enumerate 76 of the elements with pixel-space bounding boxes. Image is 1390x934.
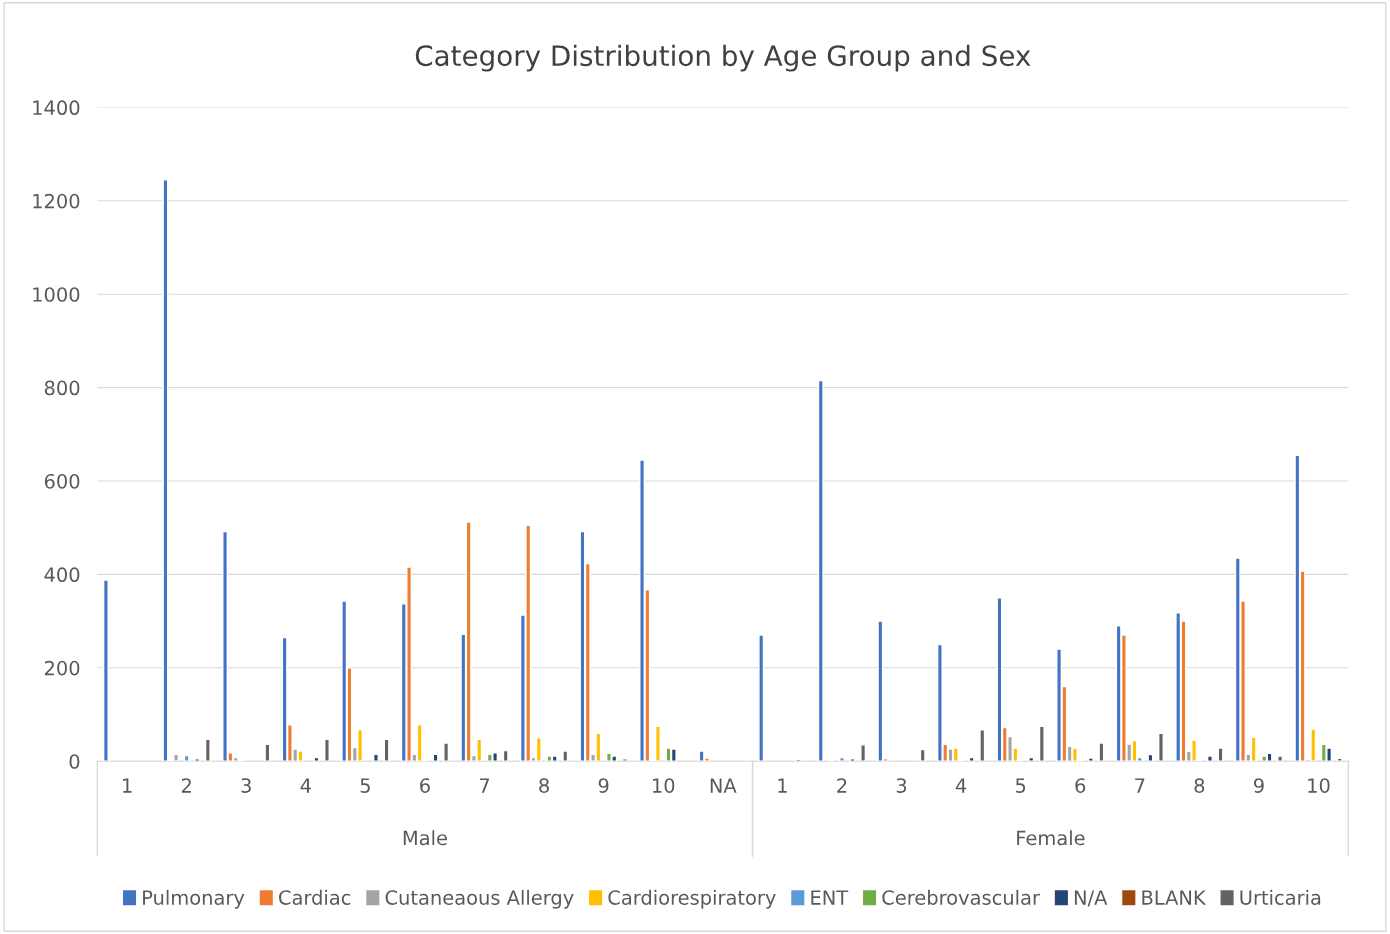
bar (313, 756, 320, 762)
legend-label: Urticaria (1240, 889, 1321, 905)
bar (535, 737, 542, 762)
x-tick-label: 8 (539, 778, 549, 793)
bar (264, 743, 271, 762)
bar (919, 748, 926, 762)
bar (373, 753, 379, 762)
bar (502, 749, 509, 762)
x-tick-label: 6 (420, 778, 430, 793)
x-tick-label: 2 (837, 778, 847, 793)
y-tick-label: 1000 (33, 287, 80, 302)
x-tick-label: 3 (241, 778, 251, 793)
chart-title: Category Distribution by Age Group and Sex (415, 44, 1031, 72)
bar (102, 579, 109, 762)
bar (1261, 755, 1268, 762)
x-tick-label: 3 (896, 778, 907, 793)
bar (443, 742, 450, 762)
legend-label: Cardiorespiratory (608, 889, 776, 909)
bar (1175, 612, 1182, 762)
legend-label: Cerebrovascular (882, 889, 1040, 905)
legend-label: N/A (1074, 890, 1108, 907)
bar (1147, 753, 1154, 762)
y-tick-label: 1200 (33, 193, 80, 209)
bar (324, 738, 330, 762)
bar (341, 600, 348, 762)
x-tick-label: 5 (360, 778, 370, 793)
bar (654, 725, 661, 762)
bar (1038, 725, 1045, 762)
x-tick-label: 7 (479, 778, 490, 793)
bar (194, 758, 201, 762)
x-tick-label: 6 (1075, 778, 1086, 793)
text: Male (403, 830, 447, 846)
x-tick-label: 9 (1253, 778, 1264, 793)
bar (860, 744, 867, 762)
bar (670, 748, 677, 762)
bar (1277, 755, 1284, 762)
bar (817, 379, 824, 762)
legend-label: Cardiac (279, 889, 351, 905)
x-tick-label: 5 (1015, 778, 1026, 793)
bar (183, 754, 190, 762)
bar (204, 738, 211, 762)
x-tick-label: 4 (300, 778, 311, 793)
bar (1158, 732, 1164, 762)
y-tick-label: 800 (44, 380, 80, 396)
bar (838, 756, 845, 762)
bar (1207, 755, 1213, 762)
bar (849, 758, 856, 762)
y-tick-label: 600 (44, 473, 80, 489)
x-tick-label: 9 (598, 778, 609, 793)
legend-label: ENT (811, 890, 849, 905)
x-tick-label: 1 (123, 778, 132, 793)
bar (1098, 742, 1105, 762)
bar (1028, 756, 1035, 762)
bar (621, 758, 628, 762)
bar (968, 756, 975, 762)
bar (562, 750, 569, 762)
y-tick-label: 1400 (33, 100, 80, 116)
x-tick-label: 2 (181, 778, 191, 793)
legend-label: BLANK (1142, 890, 1207, 905)
bar (979, 729, 986, 762)
y-tick-label: 400 (44, 567, 80, 583)
x-tick-label: NA (710, 778, 737, 793)
bar (1087, 757, 1094, 762)
x-tick-label: 1 (778, 778, 787, 793)
legend-label: Pulmonary (143, 889, 245, 909)
text: Female (1017, 830, 1085, 846)
x-tick-label: 10 (652, 778, 675, 793)
bar (1336, 757, 1343, 762)
x-tick-label: 8 (1194, 778, 1205, 793)
bar (758, 634, 765, 762)
y-tick-label: 200 (44, 660, 80, 676)
x-tick-label: 10 (1308, 778, 1330, 793)
x-tick-label: 7 (1135, 778, 1145, 793)
x-tick-label: 4 (955, 778, 967, 793)
y-tick-label: 0 (69, 754, 80, 769)
legend-label: Cutaneaous Allergy (385, 889, 574, 909)
